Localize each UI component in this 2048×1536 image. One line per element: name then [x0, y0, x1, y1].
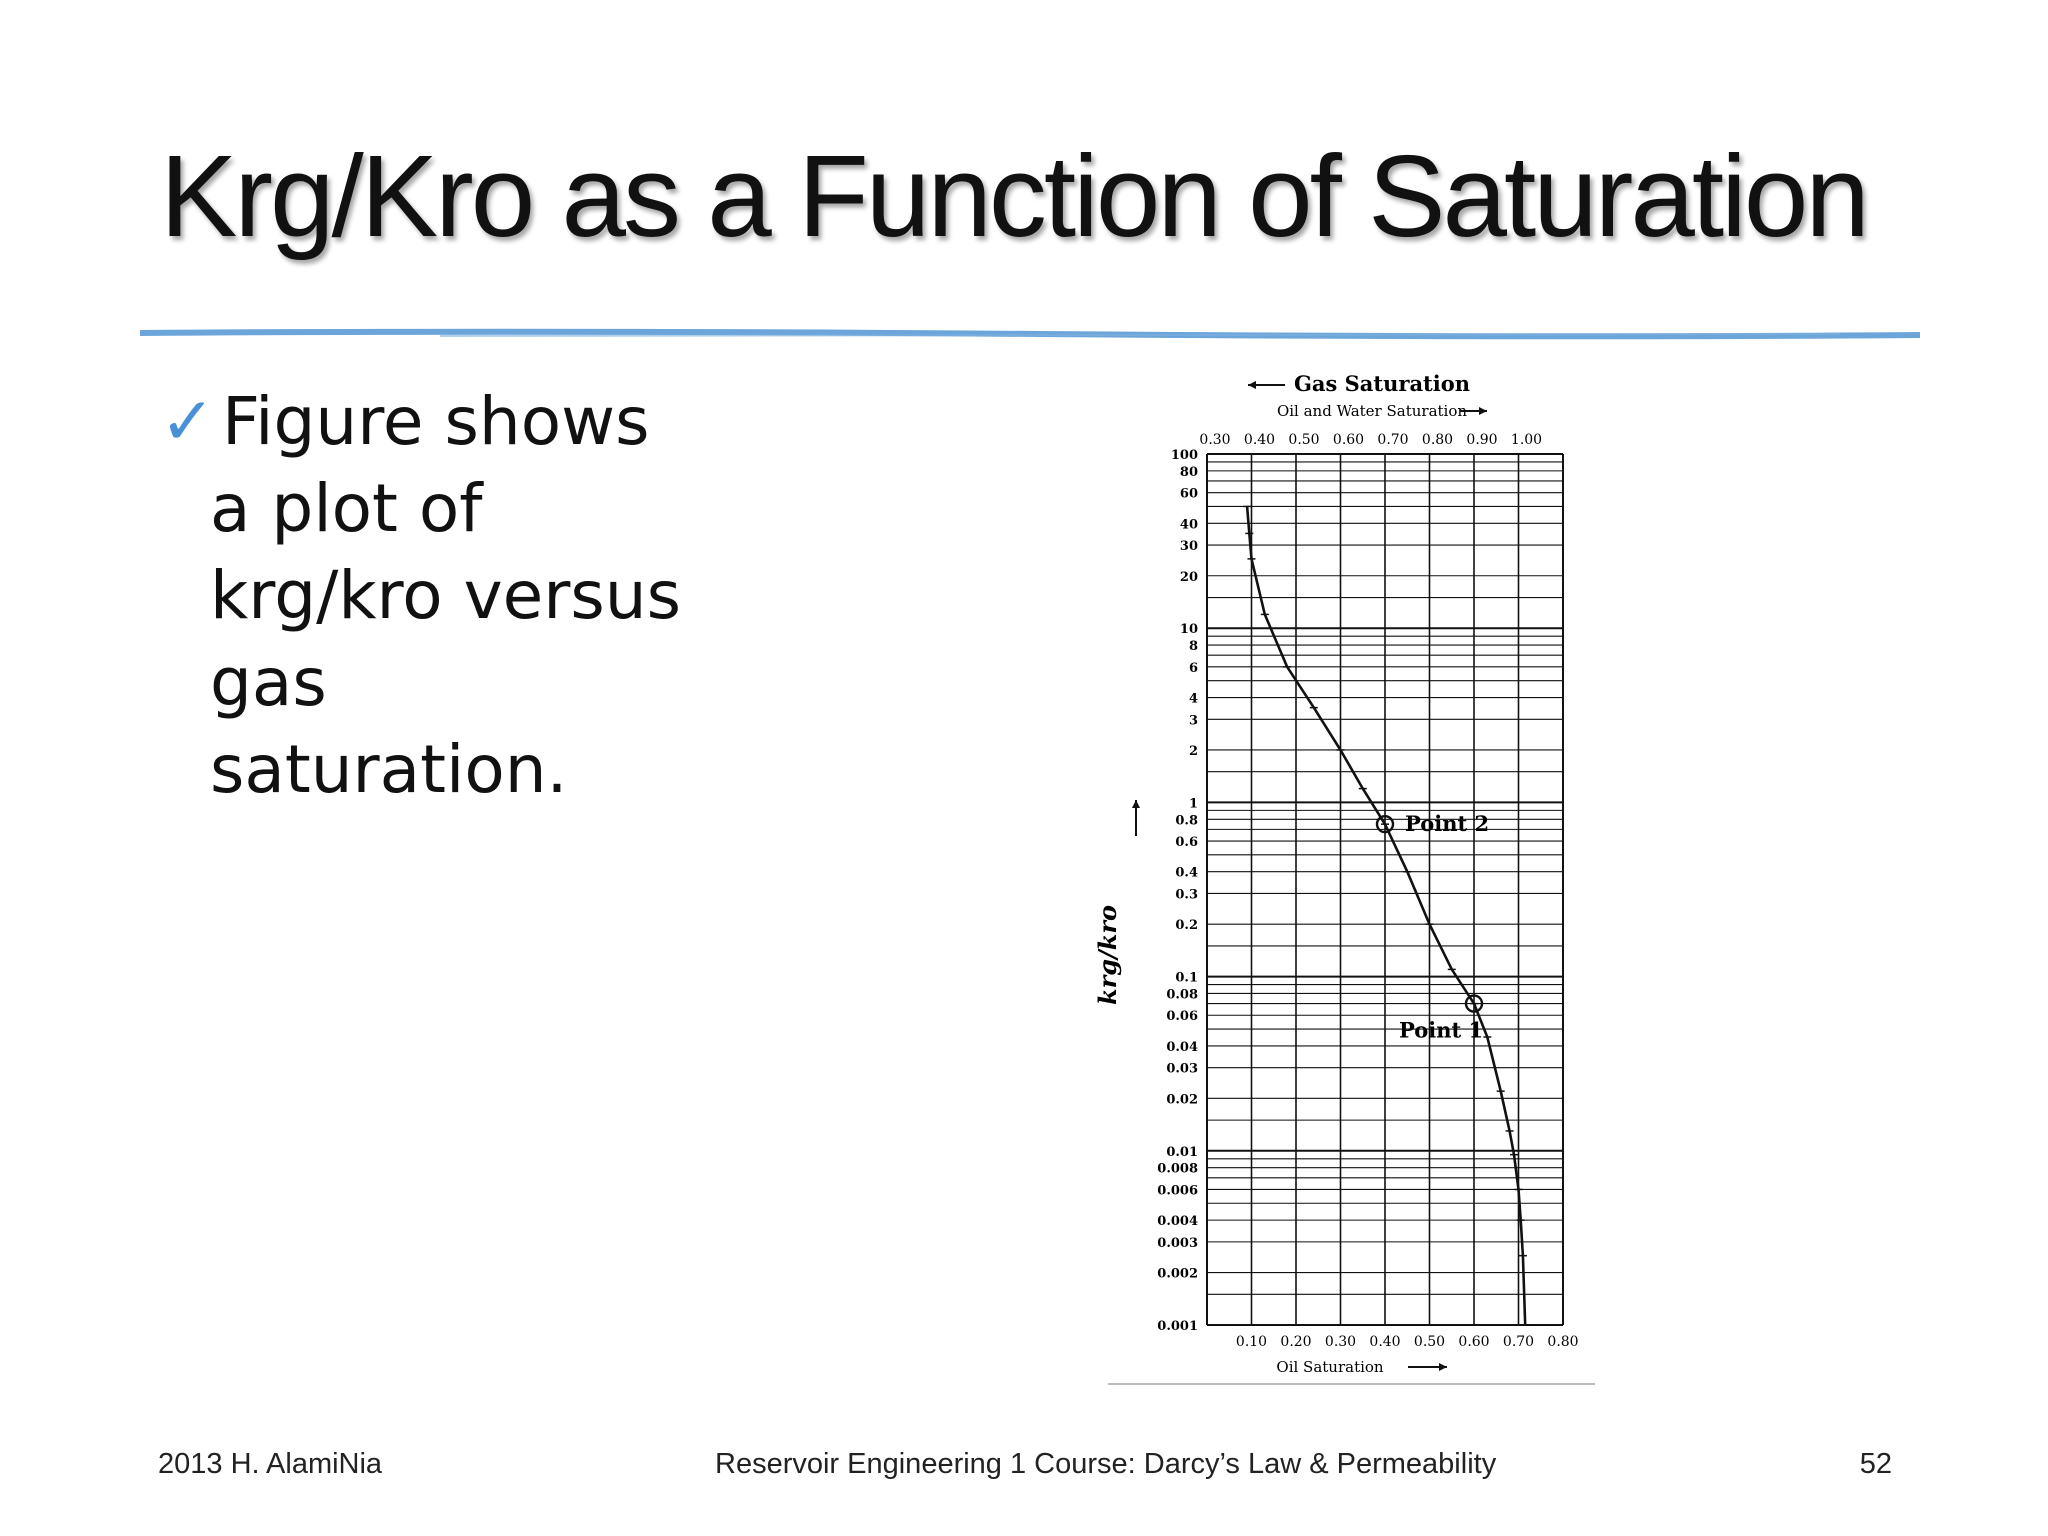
bottom-tick-label: 0.30	[1325, 1334, 1356, 1350]
top-axis-label: Oil and Water Saturation	[1277, 402, 1467, 420]
y-axis-label: krg/kro	[1093, 905, 1122, 1005]
annotation-label: Point 2	[1405, 811, 1489, 836]
bullet-line: a plot of	[210, 470, 483, 547]
page-number: 52	[1859, 1448, 1892, 1480]
y-tick-label: 6	[1189, 661, 1198, 676]
bullet-text: ✓ Figure shows a plot of krg/kro versus …	[160, 378, 720, 813]
top-tick-label: 0.60	[1333, 432, 1364, 448]
chart-grid	[1206, 453, 1564, 1326]
y-tick-label: 0.8	[1175, 813, 1198, 828]
y-tick-label: 0.004	[1157, 1214, 1198, 1229]
y-tick-label: 0.03	[1166, 1062, 1198, 1077]
bottom-tick-label: 0.60	[1458, 1334, 1489, 1350]
top-tick-label: 0.30	[1199, 432, 1230, 448]
top-tick-label: 0.90	[1466, 432, 1497, 448]
top-axis: 0.30 0.40 0.50 0.60 0.70 0.80 0.90 1.00	[1199, 432, 1542, 448]
y-tick-label: 10	[1180, 622, 1198, 637]
slide-title: Krg/Kro as a Function of Saturation	[160, 131, 1870, 261]
y-tick-label: 20	[1180, 570, 1198, 585]
footer-author: 2013 H. AlamiNia	[158, 1448, 383, 1480]
y-tick-label: 40	[1180, 517, 1198, 532]
y-tick-label: 0.04	[1166, 1040, 1198, 1055]
y-tick-label: 8	[1189, 639, 1198, 654]
y-tick-label: 0.002	[1157, 1267, 1198, 1282]
chart-title: Gas Saturation	[1294, 371, 1470, 396]
top-axis-arrowhead	[1479, 407, 1487, 415]
y-tick-label: 0.008	[1157, 1162, 1198, 1177]
y-tick-label: 0.006	[1157, 1183, 1198, 1198]
y-tick-label: 0.4	[1175, 866, 1198, 881]
y-tick-label: 1	[1189, 796, 1198, 811]
y-tick-label: 2	[1189, 744, 1198, 759]
bullet-line: Figure shows	[222, 383, 650, 460]
y-tick-label: 100	[1171, 448, 1198, 463]
top-tick-label: 0.70	[1377, 432, 1408, 448]
y-axis: 1008060403020108643210.80.60.40.30.20.10…	[1157, 448, 1198, 1334]
annotation-label: Point 1	[1399, 1018, 1483, 1043]
chart-figure: Gas Saturation Oil and Water Saturation …	[1090, 360, 1610, 1405]
bottom-tick-label: 0.40	[1369, 1334, 1400, 1350]
y-tick-label: 0.01	[1166, 1145, 1198, 1160]
annotation-marker	[1464, 994, 1484, 1013]
title-left-arrowhead	[1248, 381, 1256, 389]
y-tick-label: 0.2	[1175, 918, 1198, 933]
y-tick-label: 60	[1180, 487, 1198, 502]
y-tick-label: 4	[1189, 692, 1198, 707]
bottom-tick-label: 0.50	[1414, 1334, 1445, 1350]
bottom-tick-label: 0.20	[1280, 1334, 1311, 1350]
top-tick-label: 0.40	[1244, 432, 1275, 448]
y-tick-label: 3	[1189, 713, 1198, 728]
checkmark-icon: ✓	[160, 383, 216, 460]
y-tick-label: 0.003	[1157, 1236, 1198, 1251]
krg-kro-chart: Gas Saturation Oil and Water Saturation …	[1093, 371, 1595, 1385]
bottom-tick-label: 0.80	[1547, 1334, 1578, 1350]
bullet-line: gas	[210, 644, 327, 721]
bottom-tick-label: 0.10	[1236, 1334, 1267, 1350]
data-series	[1243, 505, 1530, 1326]
y-tick-label: 0.1	[1175, 971, 1198, 986]
bottom-tick-label: 0.70	[1503, 1334, 1534, 1350]
bullet-line: saturation.	[210, 731, 568, 808]
title-divider	[140, 328, 1920, 340]
footer-course: Reservoir Engineering 1 Course: Darcy’s …	[715, 1448, 1497, 1480]
bullet-line: krg/kro versus	[210, 557, 681, 634]
annotations: Point 2 Point 1	[1375, 811, 1489, 1043]
y-tick-label: 30	[1180, 539, 1198, 554]
y-tick-label: 0.001	[1157, 1319, 1198, 1334]
y-tick-label: 80	[1180, 465, 1198, 480]
bottom-axis: 0.10 0.20 0.30 0.40 0.50 0.60 0.70 0.80	[1236, 1334, 1579, 1350]
top-tick-label: 0.80	[1422, 432, 1453, 448]
bottom-axis-arrowhead	[1439, 1363, 1447, 1371]
y-axis-arrowhead	[1132, 800, 1140, 808]
y-tick-label: 0.6	[1175, 835, 1198, 850]
top-tick-label: 0.50	[1288, 432, 1319, 448]
y-tick-label: 0.3	[1175, 887, 1198, 902]
bottom-axis-label: Oil Saturation	[1276, 1358, 1384, 1376]
y-tick-label: 0.02	[1166, 1092, 1198, 1107]
y-tick-label: 0.08	[1166, 987, 1198, 1002]
annotation-marker	[1375, 814, 1395, 834]
y-tick-label: 0.06	[1166, 1009, 1198, 1024]
top-tick-label: 1.00	[1511, 432, 1542, 448]
